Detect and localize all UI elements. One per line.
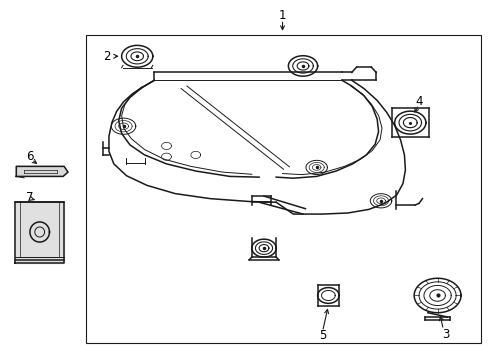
Text: 7: 7 (26, 192, 34, 204)
Text: 5: 5 (318, 329, 325, 342)
Bar (86, 35, 480, 343)
Text: 2: 2 (103, 50, 110, 63)
Polygon shape (16, 166, 68, 176)
Text: 1: 1 (278, 9, 285, 22)
Text: 4: 4 (414, 95, 422, 108)
Polygon shape (15, 202, 64, 263)
Text: 3: 3 (441, 328, 448, 341)
Text: 6: 6 (26, 150, 34, 163)
